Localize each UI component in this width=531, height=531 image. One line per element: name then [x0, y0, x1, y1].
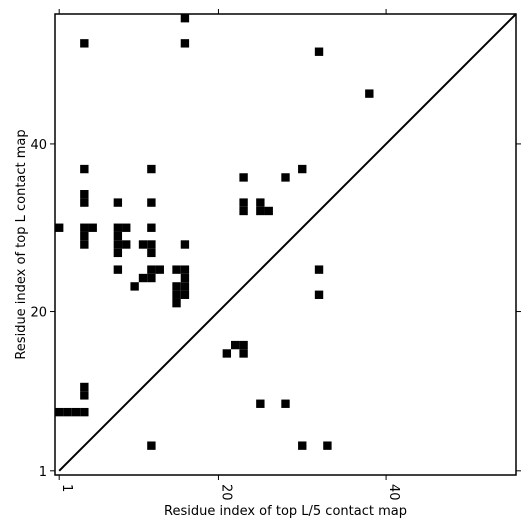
- contact-cell: [180, 39, 190, 48]
- contact-cell: [180, 265, 190, 274]
- contact-cell: [80, 231, 89, 241]
- contact-cell: [147, 223, 156, 232]
- contact-cell: [113, 231, 123, 241]
- contact-cell: [147, 273, 156, 283]
- contact-cell: [80, 198, 89, 207]
- contact-cell: [264, 206, 273, 216]
- contact-cell: [80, 240, 89, 249]
- contact-cell: [314, 290, 324, 299]
- contact-cell: [239, 206, 248, 216]
- contact-cell: [172, 265, 181, 274]
- x-axis-label: Residue index of top L/5 contact map: [164, 504, 407, 519]
- contact-cell: [180, 290, 190, 299]
- contact-cell: [147, 441, 156, 450]
- contact-cell: [147, 198, 156, 207]
- contact-cell: [239, 198, 248, 207]
- contact-cell: [281, 399, 290, 408]
- contact-cell: [80, 39, 89, 48]
- contact-cell: [147, 265, 156, 274]
- contact-cell: [231, 340, 240, 350]
- contact-cell: [80, 164, 89, 174]
- contact-cell: [180, 273, 190, 283]
- contact-cell: [239, 173, 248, 182]
- contact-cell: [281, 173, 290, 182]
- contact-cell: [80, 190, 89, 199]
- contact-cell: [365, 89, 374, 98]
- contact-cell: [172, 298, 181, 308]
- contact-cell: [122, 240, 131, 249]
- y-tick-label: 40: [30, 138, 47, 153]
- contact-cell: [113, 223, 123, 232]
- contact-cell: [298, 164, 307, 174]
- contact-cell: [113, 240, 123, 249]
- contact-cell: [256, 198, 265, 207]
- contact-cell: [147, 240, 156, 249]
- y-tick-label: 20: [30, 306, 47, 321]
- contact-cell: [113, 248, 123, 258]
- contact-cell: [113, 265, 123, 274]
- contact-cell: [298, 441, 307, 450]
- x-tick-label: 20: [218, 484, 233, 501]
- x-tick-label: 40: [386, 484, 401, 501]
- contact-cell: [155, 265, 164, 274]
- contact-cell: [172, 290, 181, 299]
- contact-cell: [314, 265, 324, 274]
- contact-cell: [323, 441, 332, 450]
- contact-cell: [147, 248, 156, 258]
- y-tick-label: 1: [39, 465, 47, 480]
- y-axis-label: Residue index of top L contact map: [14, 129, 29, 359]
- contact-cell: [122, 223, 131, 232]
- contact-cell: [222, 349, 232, 358]
- contact-cell: [180, 14, 190, 23]
- contact-cell: [63, 407, 72, 417]
- contact-cell: [180, 240, 190, 249]
- contact-cell: [80, 407, 89, 417]
- contact-cell: [239, 340, 248, 350]
- contact-cell: [138, 240, 148, 249]
- contact-cell: [138, 273, 148, 283]
- y-axis-ticks: 1 20 40: [30, 138, 521, 480]
- contact-cell: [147, 164, 156, 174]
- contact-cell: [55, 407, 64, 417]
- contact-cell: [80, 223, 89, 232]
- contact-cell: [314, 47, 324, 56]
- contact-cell: [172, 282, 181, 291]
- contact-cell: [239, 349, 248, 358]
- contact-cell: [80, 382, 89, 392]
- contact-cell: [113, 198, 123, 207]
- contact-cell: [88, 223, 97, 232]
- contact-cell: [256, 206, 265, 216]
- contact-cell: [80, 391, 89, 400]
- contact-cell: [55, 223, 64, 232]
- contact-cell: [130, 282, 139, 291]
- contact-cell: [71, 407, 81, 417]
- x-axis-ticks: 1 20 40: [58, 9, 401, 501]
- plot-frame: [54, 13, 517, 476]
- contact-cells: [55, 14, 374, 450]
- diagonal-line: [58, 13, 517, 472]
- x-tick-label: 1: [59, 484, 74, 492]
- contact-cell: [180, 282, 190, 291]
- contact-cell: [256, 399, 265, 408]
